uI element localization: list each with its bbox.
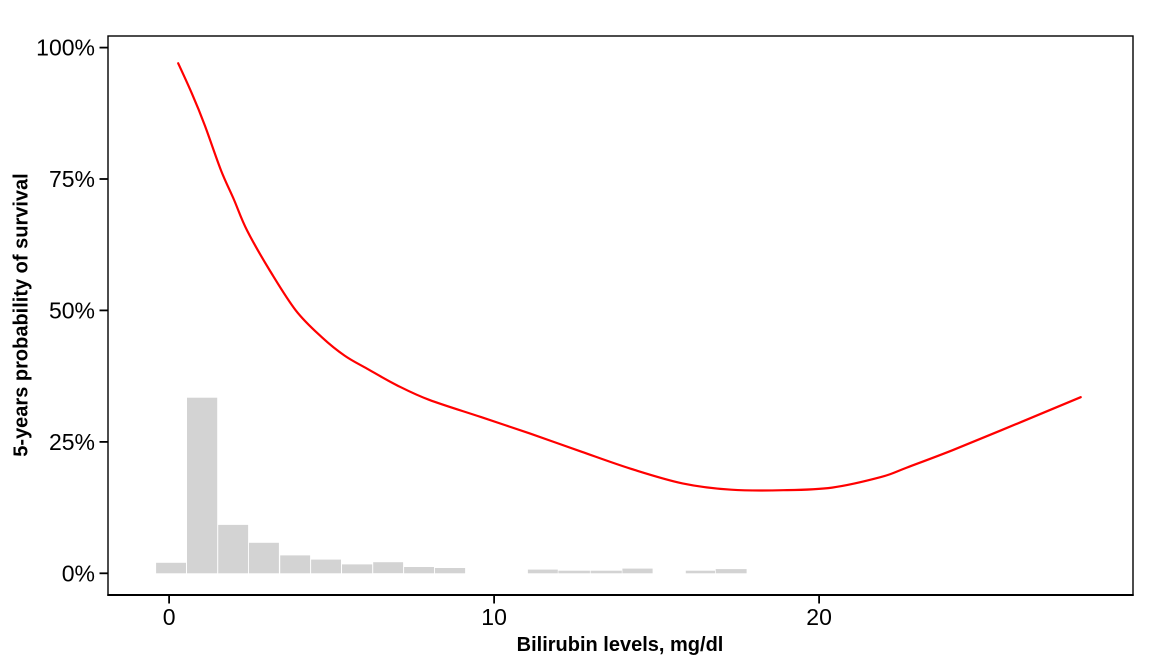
- histogram-bar: [373, 562, 404, 574]
- histogram-bar: [558, 570, 590, 574]
- y-tick-label: 100%: [36, 35, 95, 61]
- histogram-bar: [527, 569, 558, 574]
- y-axis-title: 5-years probability of survival: [10, 173, 33, 457]
- y-tick-label: 25%: [49, 429, 95, 455]
- histogram-bar: [404, 567, 434, 574]
- y-tick-label: 75%: [49, 166, 95, 192]
- histogram-bar: [156, 562, 186, 574]
- histogram-bar: [590, 570, 622, 574]
- histogram-bar: [218, 524, 249, 574]
- histogram-bar: [187, 397, 218, 574]
- x-tick-label: 10: [481, 604, 507, 630]
- x-tick-label: 0: [163, 604, 176, 630]
- x-axis-title: Bilirubin levels, mg/dl: [516, 634, 724, 656]
- x-tick-label: 20: [806, 604, 832, 630]
- histogram-bar: [280, 555, 311, 574]
- histogram-bar: [715, 569, 747, 574]
- histogram-bar: [622, 568, 653, 574]
- histogram-bar: [311, 559, 341, 574]
- y-tick-label: 50%: [49, 297, 95, 323]
- y-tick-label: 0%: [62, 560, 95, 586]
- histogram-bar: [685, 570, 715, 574]
- histogram-bar: [342, 564, 373, 574]
- histogram-bar: [249, 542, 279, 574]
- survival-curve: [177, 62, 1082, 492]
- histogram-bar: [434, 568, 466, 574]
- panel-border: [107, 35, 1134, 596]
